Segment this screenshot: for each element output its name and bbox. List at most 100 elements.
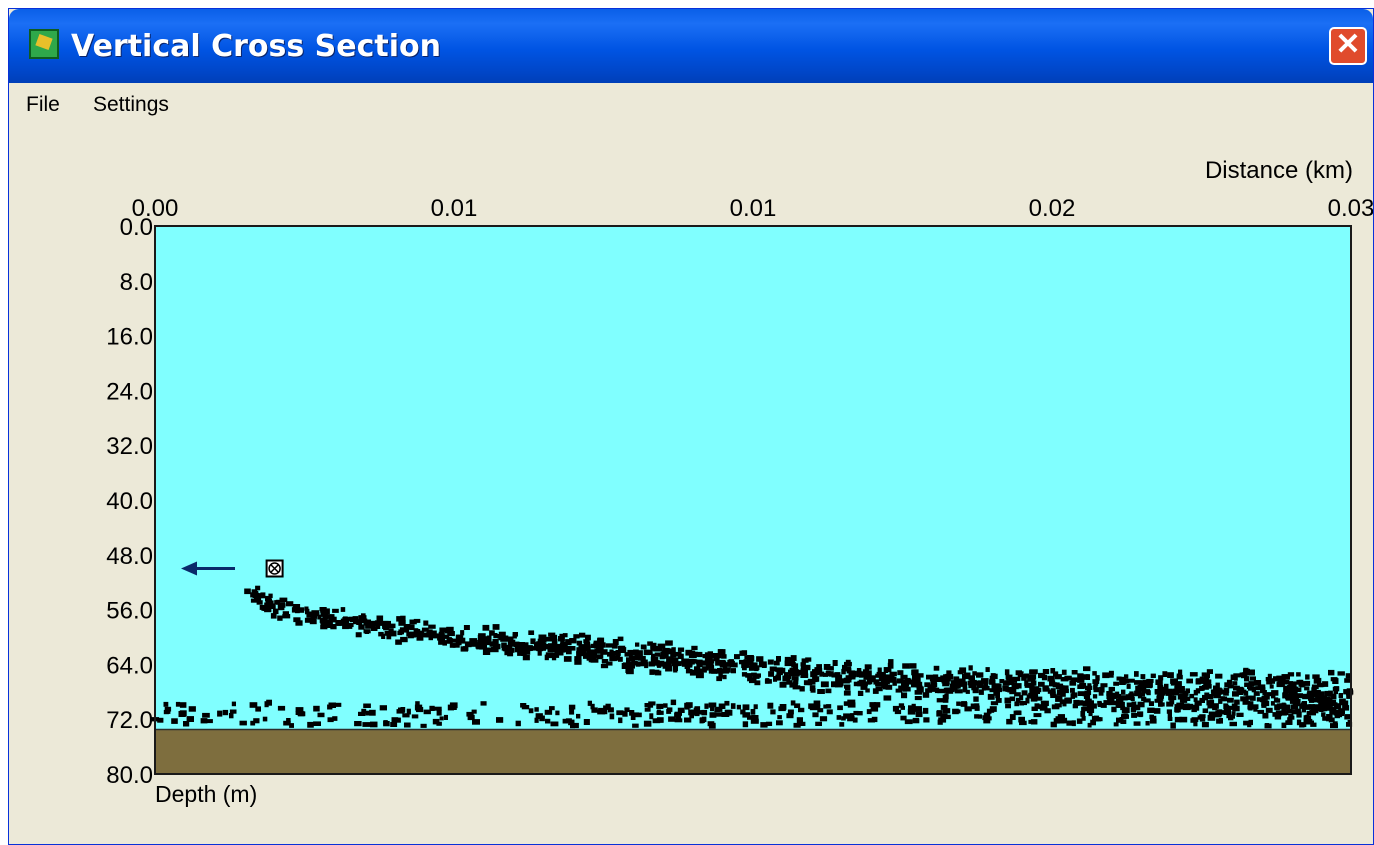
plume-particle <box>399 620 406 625</box>
plume-particle <box>1255 686 1261 691</box>
bottom-particle <box>1175 708 1180 713</box>
plume-particle <box>666 666 672 671</box>
bottom-particle <box>983 718 991 724</box>
plume-particle <box>1009 688 1017 695</box>
plume-particle <box>834 682 843 688</box>
plume-particle <box>406 631 414 637</box>
plume-particle <box>340 607 346 612</box>
plume-particle <box>994 683 1001 689</box>
bottom-particle <box>701 716 707 723</box>
menu-settings[interactable]: Settings <box>93 93 169 116</box>
plume-particle <box>551 652 560 658</box>
plume-particle <box>295 620 303 626</box>
plume-particle <box>579 632 586 638</box>
plume-particle <box>662 662 668 667</box>
bottom-particle <box>415 701 420 707</box>
plume-particle <box>384 630 391 636</box>
plume-particle <box>950 680 958 686</box>
plume-particle <box>789 682 795 688</box>
plume-particle <box>1028 683 1035 689</box>
plume-particle <box>1073 699 1080 706</box>
plume-particle <box>597 637 605 644</box>
plume-particle <box>492 643 501 650</box>
plume-particle <box>1071 670 1078 675</box>
bottom-particle <box>1097 700 1102 706</box>
y-tick-label: 24.0 <box>106 378 153 405</box>
plume-particle <box>597 654 602 660</box>
plume-particle <box>627 649 636 656</box>
bottom-particle <box>982 715 988 721</box>
bottom-particle <box>163 701 169 707</box>
bottom-particle <box>528 708 534 714</box>
plume-particle <box>875 686 883 692</box>
plume-particle <box>825 688 832 694</box>
plume-particle <box>1290 681 1297 687</box>
bottom-particle <box>534 707 539 712</box>
bottom-particle <box>684 717 692 723</box>
bottom-particle <box>179 702 187 708</box>
plume-particle <box>624 652 630 657</box>
plume-particle <box>264 602 270 607</box>
plume-particle <box>1134 690 1142 697</box>
plume-particle <box>1289 695 1295 701</box>
plume-particle <box>599 648 604 654</box>
close-button[interactable]: ✕ <box>1329 27 1367 65</box>
plume-particle <box>1241 672 1247 678</box>
plume-particle <box>1287 672 1295 677</box>
plume-particle <box>846 668 852 674</box>
bottom-particle <box>940 713 948 718</box>
plume-particle <box>718 673 723 678</box>
bottom-particle <box>1299 722 1305 728</box>
bottom-particle <box>390 722 398 727</box>
bottom-particle <box>332 716 338 721</box>
bottom-particle <box>568 704 576 710</box>
plume-particle <box>593 642 601 649</box>
title-bar[interactable]: Vertical Cross Section ✕ <box>9 9 1373 83</box>
plume-particle <box>633 649 639 656</box>
bottom-particle <box>1133 721 1141 726</box>
plume-particle <box>1204 679 1212 684</box>
plume-particle <box>617 636 624 642</box>
bottom-particle <box>656 709 661 715</box>
bottom-particle <box>1158 700 1163 707</box>
plume-particle <box>1021 674 1027 679</box>
plume-particle <box>1283 692 1289 699</box>
bottom-particle <box>1019 720 1027 726</box>
plume-particle <box>916 675 921 680</box>
menu-file[interactable]: File <box>26 93 60 116</box>
plume-particle <box>825 671 831 676</box>
plume-particle <box>560 639 565 645</box>
bottom-particle <box>793 722 801 728</box>
plume-particle <box>516 643 522 650</box>
plume-particle <box>1154 698 1161 703</box>
arrow-icon <box>181 561 197 576</box>
plume-particle <box>452 643 460 648</box>
plume-particle <box>1071 692 1078 698</box>
plume-particle <box>559 643 565 649</box>
plume-particle <box>915 681 923 688</box>
bottom-particle <box>1199 714 1206 719</box>
plume-particle <box>1042 685 1049 690</box>
plume-particle <box>512 632 518 637</box>
plume-particle <box>519 642 525 648</box>
plume-particle <box>801 658 809 663</box>
plume-particle <box>1137 701 1145 708</box>
x-tick-label: 0.02 <box>1029 195 1076 222</box>
plume-particle <box>1157 684 1164 690</box>
bottom-particle <box>689 712 694 719</box>
bottom-particle <box>1322 716 1327 721</box>
bottom-particle <box>480 701 487 706</box>
plume-particle <box>785 660 793 665</box>
bottom-particle <box>1018 716 1025 723</box>
bottom-particle <box>361 708 367 714</box>
plume-particle <box>1338 693 1343 698</box>
bottom-particle <box>358 711 366 716</box>
plume-particle <box>857 690 864 696</box>
plume-particle <box>442 640 447 646</box>
bottom-particle <box>157 717 164 723</box>
plume-particle <box>547 643 553 650</box>
plume-particle <box>395 639 402 645</box>
plume-particle <box>253 592 259 598</box>
plume-particle <box>972 671 977 676</box>
plume-particle <box>312 613 317 619</box>
